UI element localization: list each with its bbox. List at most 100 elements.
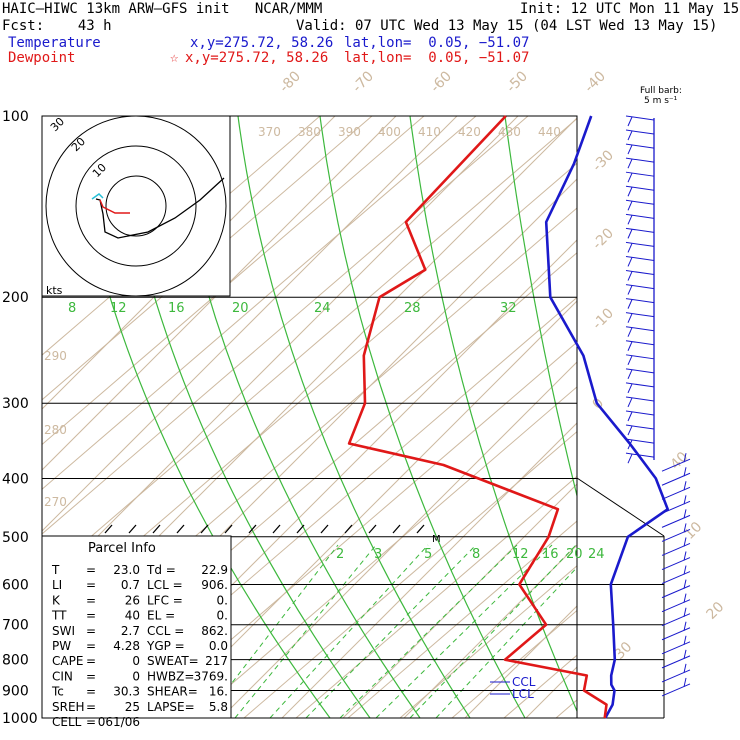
wind-barb	[661, 557, 691, 570]
theta-label: 420	[458, 125, 481, 139]
mixing-ratio-label: 28	[404, 301, 421, 316]
isotherm-label: -60	[428, 68, 455, 95]
parcel-row-key: SREH	[52, 700, 85, 714]
parcel-row-value: 26	[125, 593, 140, 607]
wind-barb-flag	[683, 551, 687, 561]
wind-barb	[625, 312, 655, 318]
moist-adiabat-line	[319, 116, 526, 718]
mixing-ratio-label: 8	[68, 301, 76, 316]
wind-barb-flag	[683, 621, 687, 631]
wind-barb	[625, 115, 655, 121]
parcel-row-key2: LAPSE=	[147, 700, 195, 714]
dry-adiabat-line	[42, 117, 577, 580]
parcel-info-frame	[41, 535, 232, 719]
wind-barb	[661, 500, 691, 514]
parcel-row-value: 25	[125, 700, 140, 714]
melting-level-marker: M	[432, 534, 441, 545]
theta-label: 280	[44, 423, 67, 437]
hatch-mark	[176, 524, 185, 534]
parcel-row-value: 23.0	[113, 563, 140, 577]
pressure-label-700: 700	[2, 618, 29, 634]
parcel-row-value2: 862.	[201, 624, 228, 638]
parcel-row-value2: 3769.	[194, 669, 228, 683]
wind-barb-flag	[683, 481, 687, 491]
wind-barb	[625, 382, 655, 388]
hodograph-ring	[45, 115, 227, 297]
theta-label: 410	[418, 125, 441, 139]
wind-barb	[625, 227, 655, 233]
wind-barb-flag	[683, 593, 687, 603]
pressure-label-1000: 1000	[2, 711, 38, 727]
wind-barb	[661, 514, 691, 528]
dry-adiabat-line	[42, 116, 477, 490]
wind-barb-flag	[627, 355, 633, 366]
hatch-mark	[416, 524, 425, 534]
mixing-ratio-line	[269, 544, 429, 718]
parcel-row-eq: =	[86, 700, 96, 714]
dry-adiabat-line	[139, 341, 577, 718]
parcel-row-key2: LFC =	[147, 593, 183, 607]
parcel-row-value2: 22.9	[201, 563, 228, 577]
mixing-ratio-line	[435, 566, 577, 718]
wind-barb-flag	[627, 397, 633, 408]
wind-barb-flag	[627, 411, 633, 422]
hatch-mark	[248, 524, 257, 534]
dry-adiabat-line	[295, 475, 577, 718]
hodograph-trace	[95, 177, 225, 239]
mixing-ratio-label: 20	[232, 301, 249, 316]
parcel-row-value: 0	[132, 654, 140, 668]
parcel-row-eq: =	[86, 593, 96, 607]
parcel-row-key2: SWEAT=	[147, 654, 199, 668]
mixing-ratio-label: 8	[472, 547, 480, 562]
dry-adiabat-line	[503, 654, 577, 718]
parcel-row-value2: 906.	[201, 578, 228, 592]
wind-barb	[661, 486, 691, 500]
dry-adiabat-line	[347, 520, 577, 718]
wind-barb	[625, 424, 655, 430]
mixing-ratio-line	[305, 544, 477, 718]
mixing-ratio-label: 12	[110, 301, 127, 316]
parcel-row-key2: SHEAR=	[147, 685, 198, 699]
wind-barb	[661, 472, 691, 486]
parcel-row-value2: 16.	[209, 685, 228, 699]
dry-adiabat-line	[243, 430, 577, 718]
parcel-row-eq: =	[86, 624, 96, 638]
star-icon: ☆	[170, 50, 179, 66]
hatch-mark	[368, 524, 377, 534]
forecast-hour: Fcst: 43 h	[2, 18, 112, 34]
parcel-row-eq: =	[86, 578, 96, 592]
dry-adiabat-line	[399, 565, 577, 718]
isotherm-line	[648, 116, 740, 718]
hatch-mark	[296, 524, 305, 534]
hatch-mark	[320, 524, 329, 534]
isotherm-label: -30	[590, 147, 617, 174]
dry-adiabat-line	[555, 699, 577, 718]
wind-barb	[625, 213, 655, 219]
pressure-label-800: 800	[2, 653, 29, 669]
hatch-mark	[344, 524, 353, 534]
wind-barb-flag	[627, 453, 633, 464]
isotherm-label: -40	[582, 68, 609, 95]
parcel-row-value2: 0.	[217, 609, 228, 623]
parcel-row-key2: HWBZ=	[147, 669, 194, 683]
valid-time: Valid: 07 UTC Wed 13 May 15 (04 LST Wed …	[296, 18, 718, 34]
parcel-info-title: Parcel Info	[88, 541, 156, 556]
hodograph-trace-sfc	[91, 193, 104, 200]
temperature-latlon: lat,lon= 0.05, −51.07	[344, 35, 530, 51]
dewpoint-latlon: lat,lon= 0.05, −51.07	[344, 50, 530, 66]
wind-barb-flag	[683, 537, 687, 547]
parcel-row-key2: LCL =	[147, 578, 183, 592]
init-time: Init: 12 UTC Mon 11 May 15	[520, 1, 740, 17]
theta-label: 430	[498, 125, 521, 139]
parcel-row-key2: EL =	[147, 609, 175, 623]
isotherm-line	[464, 605, 577, 718]
hodograph-unit: kts	[46, 284, 63, 297]
mixing-ratio-label: 32	[500, 301, 517, 316]
theta-label: 440	[538, 125, 561, 139]
isotherm-line	[42, 116, 519, 593]
wind-barb	[661, 543, 691, 556]
hatch-mark	[392, 524, 401, 534]
parcel-row-eq: =	[86, 685, 96, 699]
theta-label: 390	[338, 125, 361, 139]
isotherm-line	[220, 361, 577, 718]
